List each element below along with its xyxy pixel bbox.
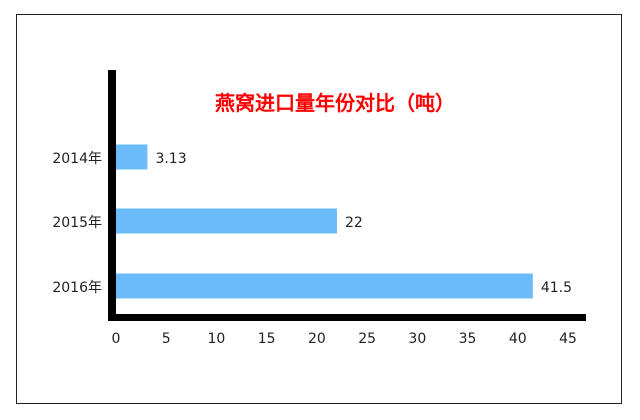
bar-2015年 — [116, 208, 337, 234]
chart-title: 燕窝进口量年份对比（吨） — [215, 91, 455, 115]
category-label: 2016年 — [52, 280, 102, 296]
bar-2016年 — [116, 273, 533, 299]
data-label: 22 — [345, 215, 363, 231]
x-tick-label: 45 — [559, 331, 577, 347]
x-tick-label: 30 — [408, 331, 426, 347]
x-tick-label: 0 — [112, 331, 121, 347]
x-tick-label: 20 — [308, 331, 326, 347]
x-tick-label: 10 — [208, 331, 226, 347]
data-label: 41.5 — [541, 280, 572, 296]
category-label: 2014年 — [52, 151, 102, 167]
x-tick-label: 40 — [509, 331, 527, 347]
y-axis-line — [108, 70, 116, 321]
chart-frame — [16, 14, 622, 404]
x-tick-label: 5 — [162, 331, 171, 347]
category-label: 2015年 — [52, 215, 102, 231]
x-axis-line — [108, 314, 586, 321]
bar-2014年 — [116, 144, 148, 170]
x-tick-label: 15 — [258, 331, 276, 347]
x-tick-label: 25 — [358, 331, 376, 347]
x-tick-label: 35 — [459, 331, 477, 347]
data-label: 3.13 — [155, 151, 186, 167]
